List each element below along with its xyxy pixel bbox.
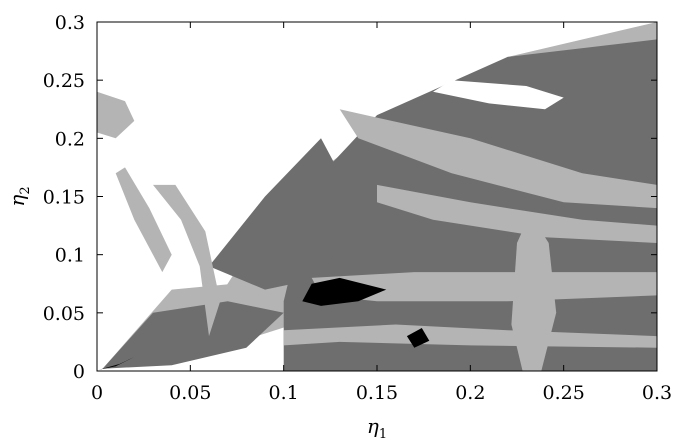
x-tick-label: 0.05: [169, 382, 211, 404]
region-white-13: [433, 80, 564, 110]
region-light-gray-11: [153, 184, 221, 337]
y-tick-label: 0.2: [55, 128, 85, 150]
y-tick-label: 0.25: [43, 70, 85, 92]
x-tick-label: 0.1: [269, 382, 299, 404]
y-axis-label-subscript: 2: [18, 186, 33, 194]
x-axis-ticks: 0 0.05 0.1 0.15 0.2 0.25 0.3: [91, 22, 672, 404]
region-dark-gray-3: [209, 138, 359, 290]
x-tick-label: 0: [91, 382, 103, 404]
y-tick-label: 0.05: [43, 303, 85, 325]
y-axis-label: η2: [5, 186, 33, 206]
x-tick-label: 0.2: [455, 382, 485, 404]
x-tick-label: 0.25: [543, 382, 585, 404]
y-axis-ticks: 0 0.05 0.1 0.15 0.2 0.25 0.3: [43, 12, 657, 383]
y-tick-label: 0.15: [43, 187, 85, 209]
x-tick-label: 0.15: [356, 382, 398, 404]
x-axis-label: η1: [367, 414, 387, 439]
region-layer: [97, 22, 657, 371]
x-axis-label-subscript: 1: [379, 427, 387, 439]
region-light-gray-9: [511, 213, 557, 371]
y-axis-label-base: η: [5, 195, 29, 207]
x-axis-label-base: η: [367, 414, 379, 438]
region-light-gray-8: [283, 324, 657, 348]
y-tick-label: 0: [73, 361, 85, 383]
region-black-14: [302, 277, 387, 306]
region-light-gray-6: [377, 184, 657, 243]
region-black-16: [406, 328, 430, 348]
region-light-gray-7: [311, 272, 657, 302]
y-tick-label: 0.1: [55, 245, 85, 267]
x-tick-label: 0.3: [642, 382, 672, 404]
region-light-gray-5: [339, 109, 657, 209]
region-light-gray-10: [115, 167, 172, 273]
region-light-gray-12: [97, 91, 135, 139]
region-dark-gray-4: [102, 301, 284, 369]
y-tick-label: 0.3: [55, 12, 85, 34]
